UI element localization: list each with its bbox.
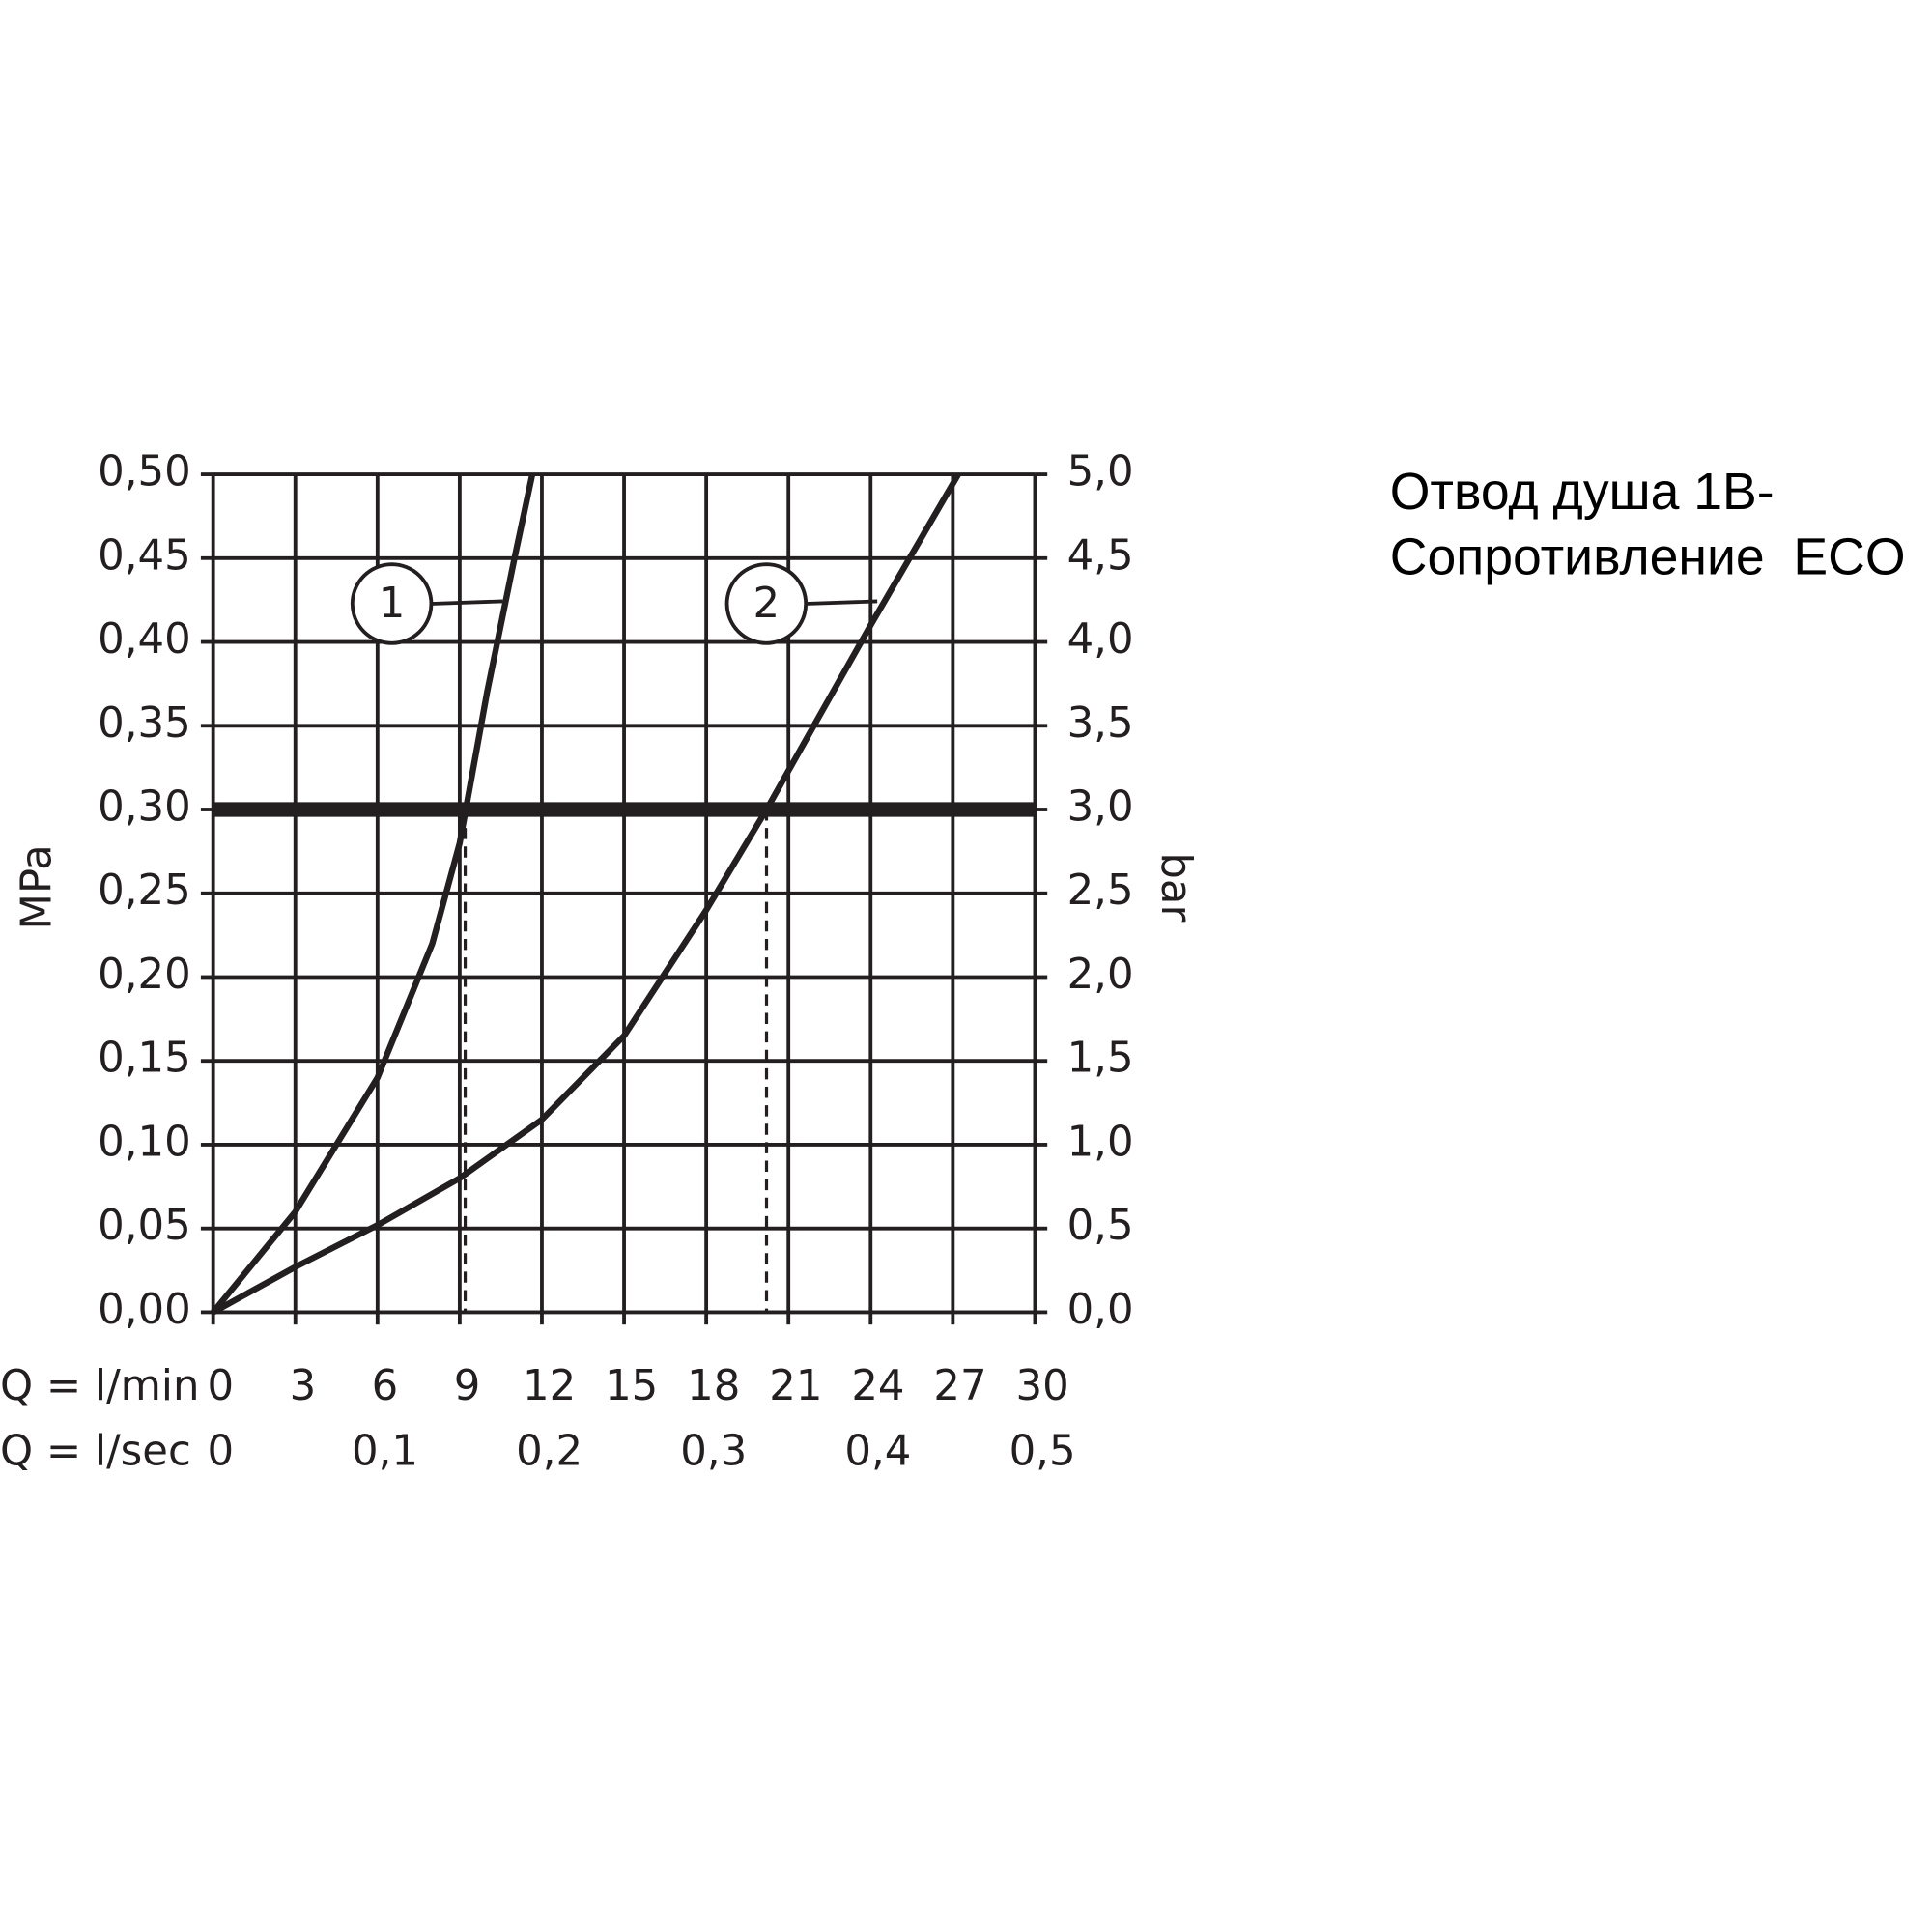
x2-tick-label: 0,5: [1009, 1428, 1076, 1476]
y2-tick-label: 1,5: [1067, 1035, 1134, 1083]
y-tick-label: 0,35: [98, 699, 191, 748]
y-tick-label: 0,00: [98, 1286, 191, 1334]
leader-line: [806, 599, 878, 606]
x-tick-label: 3: [290, 1362, 317, 1410]
y2-tick-label: 2,0: [1067, 951, 1134, 999]
y-tick-label: 0,15: [98, 1035, 191, 1083]
y-tick-label: 0,20: [98, 951, 191, 999]
y2-tick-label: 0,0: [1067, 1286, 1134, 1334]
y-tick-label: 0,25: [98, 867, 191, 915]
y2-tick-label: 2,5: [1067, 867, 1134, 915]
series-label-circle: [724, 562, 809, 645]
series-label: 2: [753, 580, 781, 628]
x2-tick-label: 0,4: [844, 1428, 911, 1476]
x2-tick-label: 0,3: [680, 1428, 747, 1476]
y2-tick-label: 3,0: [1067, 783, 1134, 832]
y2-axis-label: bar: [1151, 852, 1200, 922]
y-axis-label: MPa: [13, 844, 61, 929]
y-tick-label: 0,05: [98, 1202, 191, 1250]
x-tick-label: 9: [454, 1362, 481, 1410]
x-tick-label: 27: [933, 1362, 986, 1410]
x2-tick-label: 0,1: [352, 1428, 418, 1476]
series-label: 1: [379, 580, 406, 628]
y2-tick-label: 5,0: [1067, 448, 1134, 497]
y2-tick-label: 4,5: [1067, 531, 1134, 580]
y-tick-label: 0,10: [98, 1118, 191, 1166]
series-label-circle: [350, 562, 434, 645]
x2-tick-label: 0,2: [516, 1428, 582, 1476]
leader-line: [431, 599, 503, 606]
y-tick-label: 0,30: [98, 783, 191, 832]
chart-title: Сопротивление ECO: [1390, 529, 1906, 586]
y2-tick-label: 0,5: [1067, 1202, 1134, 1250]
y2-tick-label: 4,0: [1067, 615, 1134, 664]
x-tick-label: 15: [605, 1362, 658, 1410]
x-axis-label: Q = l/min: [0, 1362, 199, 1410]
x2-tick-label: 0: [208, 1428, 235, 1476]
y-tick-label: 0,50: [98, 448, 191, 497]
y2-tick-label: 1,0: [1067, 1118, 1134, 1166]
x-tick-label: 18: [687, 1362, 740, 1410]
x-tick-label: 21: [769, 1362, 822, 1410]
y-tick-label: 0,45: [98, 531, 191, 580]
series-line: [212, 472, 961, 1316]
chart-title: Отвод душа 1В-: [1390, 464, 1775, 521]
x2-axis-label: Q = l/sec: [0, 1428, 191, 1476]
y2-tick-label: 3,5: [1067, 699, 1134, 748]
x-tick-label: 30: [1015, 1362, 1068, 1410]
series-line: [211, 473, 536, 1315]
x-tick-label: 12: [523, 1362, 576, 1410]
x-tick-label: 0: [208, 1362, 235, 1410]
x-tick-label: 24: [851, 1362, 904, 1410]
x-tick-label: 6: [372, 1362, 399, 1410]
y-tick-label: 0,40: [98, 615, 191, 664]
